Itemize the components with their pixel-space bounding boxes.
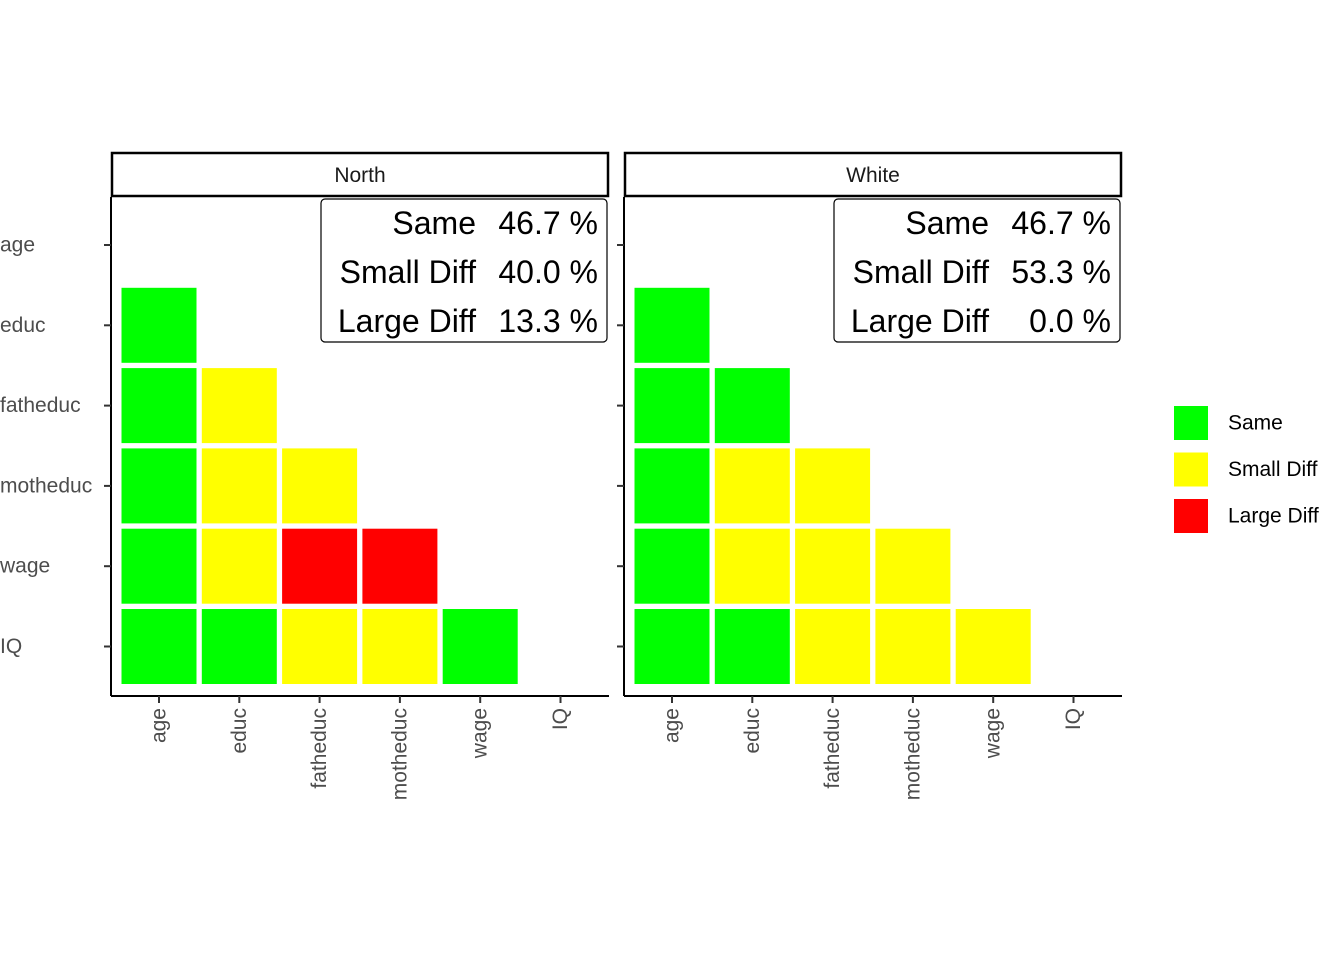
panel-north-cell-age-educ — [121, 287, 197, 363]
legend: Same Small Diff Large Diff — [1174, 406, 1319, 533]
y-tick-label-iq: IQ — [0, 635, 22, 658]
panel-north-cell-motheduc-wage — [362, 528, 438, 604]
panel-north-cell-wage-iq — [442, 609, 518, 684]
panel-white-cell-age-motheduc — [634, 448, 710, 524]
panel-white-cell-motheduc-iq — [875, 609, 951, 684]
panel-white-cell-age-wage — [634, 528, 710, 604]
panel-white-stat-value-same: 46.7 % — [1011, 205, 1111, 241]
panel-north-cell-age-fatheduc — [121, 368, 197, 444]
panel-white-strip — [623, 151, 1123, 198]
panel-white-stats-box — [833, 198, 1121, 343]
panel-north-stat-value-large-diff: 13.3 % — [498, 303, 598, 339]
panel-white-cell-motheduc-wage — [875, 528, 951, 604]
panel-white-cell-educ-wage — [714, 528, 790, 604]
panel-white-title: White — [846, 164, 900, 187]
panel-north-cell-educ-wage — [201, 528, 277, 604]
panel-white-stat-value-large-diff: 0.0 % — [1029, 303, 1111, 339]
panel-white-stat-label-large-diff: Large Diff — [851, 303, 989, 339]
panel-white-x-tick-label-age: age — [661, 708, 684, 743]
panel-north-stat-value-small-diff: 40.0 % — [498, 254, 598, 290]
panel-north-x-tick-label-fatheduc: fatheduc — [308, 708, 331, 789]
panel-north-x-tick-label-educ: educ — [228, 708, 251, 754]
panel-white-x-tick-label-wage: wage — [982, 708, 1005, 759]
panel-north-cell-educ-motheduc — [201, 448, 277, 524]
panel-white-x-tick-label-iq: IQ — [1062, 708, 1085, 730]
y-tick-label-motheduc: motheduc — [0, 474, 92, 497]
panel-north-stat-label-same: Same — [392, 205, 476, 241]
legend-label-same: Same — [1228, 412, 1283, 435]
panel-north-stat-label-small-diff: Small Diff — [340, 254, 476, 290]
panel-north-cell-age-wage — [121, 528, 197, 604]
panel-north-cell-educ-fatheduc — [201, 368, 277, 444]
panel-white-stat-value-small-diff: 53.3 % — [1011, 254, 1111, 290]
panel-north-cell-motheduc-iq — [362, 609, 438, 684]
panel-white-cell-wage-iq — [955, 609, 1031, 684]
panel-white-stat-label-same: Same — [905, 205, 989, 241]
y-tick-label-wage: wage — [0, 555, 50, 578]
panel-north-x-tick-label-age: age — [148, 708, 171, 743]
panel-white-cell-age-iq — [634, 609, 710, 684]
panel-north: North age educ fatheduc motheduc wage IQ Same 46… — [104, 151, 610, 800]
panel-white-cell-fatheduc-motheduc — [795, 448, 871, 524]
panel-white-cell-fatheduc-iq — [795, 609, 871, 684]
panel-north-cell-fatheduc-iq — [282, 609, 358, 684]
panel-white-x-tick-label-motheduc: motheduc — [901, 708, 924, 800]
panel-white-cell-educ-iq — [714, 609, 790, 684]
panel-north-x-tick-label-wage: wage — [469, 708, 492, 759]
panel-white-cell-age-fatheduc — [634, 368, 710, 444]
panel-north-stat-label-large-diff: Large Diff — [338, 303, 476, 339]
legend-key-same — [1174, 406, 1208, 440]
panel-north-title: North — [334, 164, 385, 187]
panel-north-strip — [110, 151, 610, 198]
panel-north-stat-value-same: 46.7 % — [498, 205, 598, 241]
panel-white-stat-label-small-diff: Small Diff — [853, 254, 989, 290]
y-tick-label-educ: educ — [0, 314, 46, 337]
panel-north-cell-age-iq — [121, 609, 197, 684]
panel-white-x-tick-label-fatheduc: fatheduc — [821, 708, 844, 789]
panel-north-cell-educ-iq — [201, 609, 277, 684]
panel-north-cell-age-motheduc — [121, 448, 197, 524]
y-tick-label-age: age — [0, 234, 35, 257]
panel-white-cell-educ-fatheduc — [714, 368, 790, 444]
legend-key-large-diff — [1174, 499, 1208, 533]
panel-white-cell-age-educ — [634, 287, 710, 363]
panel-white-cell-fatheduc-wage — [795, 528, 871, 604]
y-tick-label-fatheduc: fatheduc — [0, 394, 81, 417]
legend-label-large-diff: Large Diff — [1228, 505, 1319, 528]
legend-label-small-diff: Small Diff — [1228, 458, 1318, 481]
legend-key-small-diff — [1174, 452, 1208, 487]
panel-white-x-tick-label-educ: educ — [741, 708, 764, 754]
panel-white-cell-educ-motheduc — [714, 448, 790, 524]
panel-white: White age educ fatheduc motheduc wage IQ Same 46… — [617, 151, 1123, 800]
panel-north-cell-fatheduc-motheduc — [282, 448, 358, 524]
panel-north-stats-box — [320, 198, 608, 343]
panel-north-x-tick-label-motheduc: motheduc — [388, 708, 411, 800]
panel-north-x-tick-label-iq: IQ — [549, 708, 572, 730]
panel-north-cell-fatheduc-wage — [282, 528, 358, 604]
